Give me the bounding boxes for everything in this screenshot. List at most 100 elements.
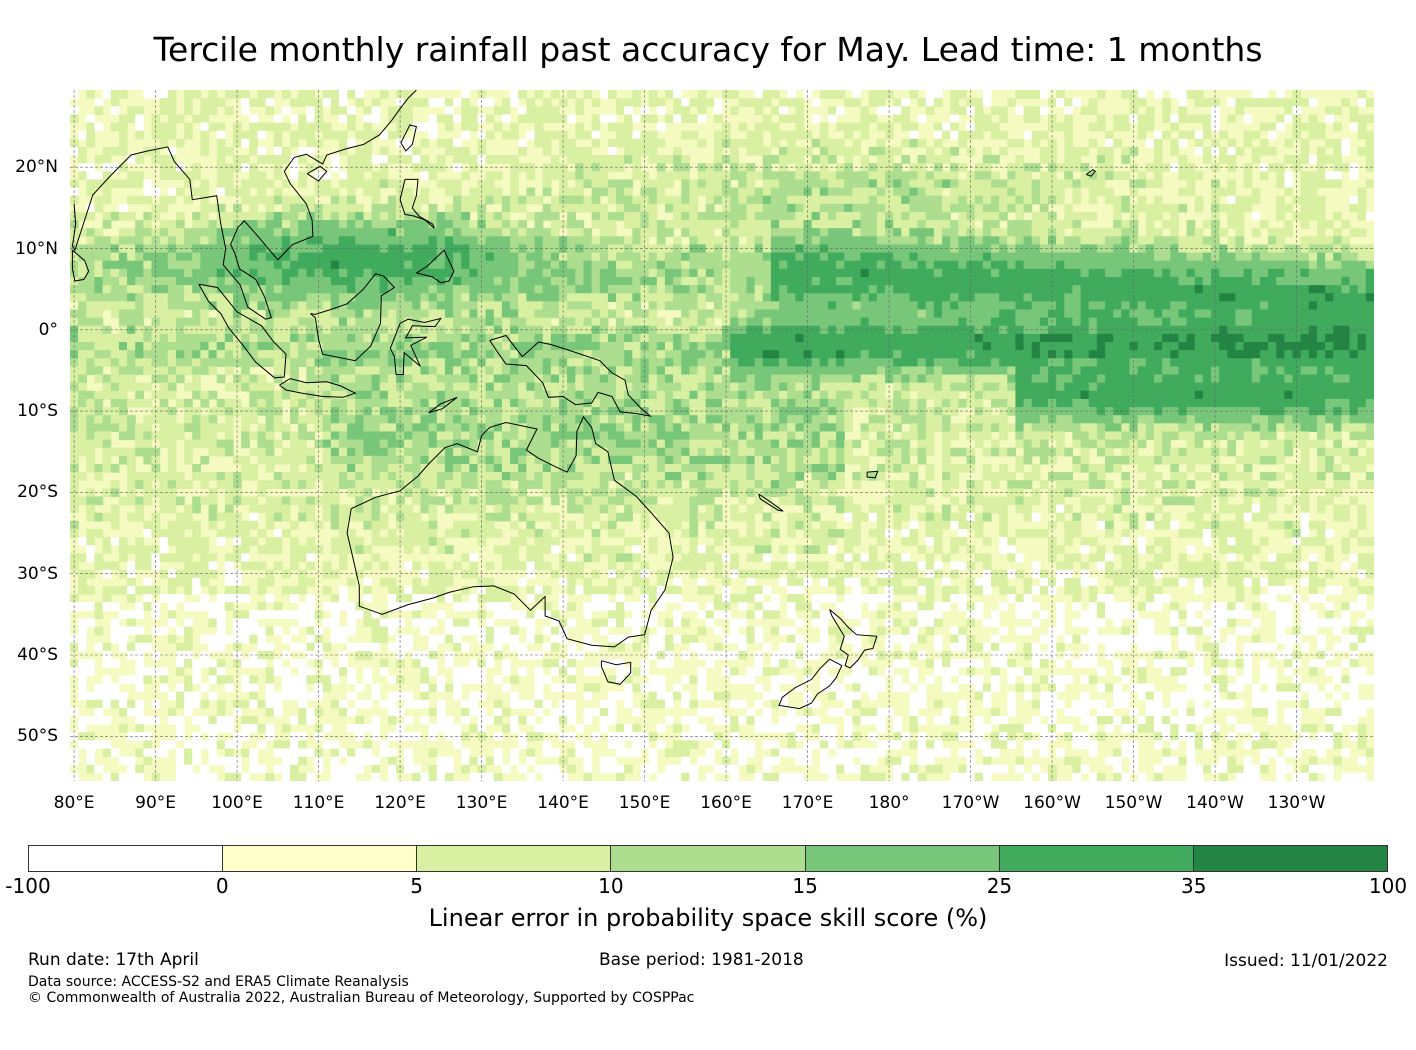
skill-cell xyxy=(893,98,902,107)
skill-cell xyxy=(1227,317,1237,327)
skill-cell xyxy=(811,293,821,302)
skill-cell xyxy=(1145,220,1155,229)
skill-cell xyxy=(493,260,503,270)
skill-cell xyxy=(779,350,788,359)
skill-cell xyxy=(990,293,1000,302)
skill-cell xyxy=(795,163,805,172)
skill-cell xyxy=(1072,276,1082,286)
skill-cell xyxy=(477,179,487,189)
skill-cell xyxy=(1072,155,1082,164)
skill-cell xyxy=(1325,293,1334,302)
skill-cell xyxy=(844,382,853,392)
skill-cell xyxy=(281,179,291,189)
skill-cell xyxy=(681,293,690,302)
skill-cell xyxy=(1145,333,1155,343)
skill-cell xyxy=(1276,390,1285,400)
skill-cell xyxy=(917,268,927,278)
skill-cell xyxy=(1007,390,1016,400)
skill-cell xyxy=(469,203,479,213)
skill-cell xyxy=(1105,325,1114,335)
skill-cell xyxy=(1129,268,1139,278)
skill-cell xyxy=(453,276,462,286)
skill-cell xyxy=(135,228,144,237)
skill-cell xyxy=(1211,366,1220,376)
skill-cell xyxy=(159,155,169,164)
skill-cell xyxy=(208,106,218,115)
skill-cell xyxy=(1194,325,1204,335)
skill-cell xyxy=(795,293,805,302)
skill-cell xyxy=(175,228,185,237)
skill-cell xyxy=(1105,228,1114,237)
skill-cell xyxy=(607,366,617,376)
skill-cell xyxy=(1121,301,1131,311)
skill-cell xyxy=(909,138,919,148)
skill-cell xyxy=(599,211,609,221)
skill-cell xyxy=(330,333,340,343)
skill-cell xyxy=(127,228,136,237)
skill-cell xyxy=(1186,317,1196,327)
skill-cell xyxy=(1162,382,1171,392)
skill-cell xyxy=(811,244,821,254)
skill-cell xyxy=(730,366,739,376)
skill-cell xyxy=(265,398,275,408)
skill-cell xyxy=(925,366,935,376)
skill-cell xyxy=(518,203,527,213)
skill-cell xyxy=(1284,342,1294,351)
skill-cell xyxy=(1341,268,1351,278)
skill-cell xyxy=(306,374,316,384)
skill-cell xyxy=(982,179,992,189)
skill-cell xyxy=(338,293,348,302)
skill-cell xyxy=(624,138,633,148)
skill-cell xyxy=(273,358,283,367)
skill-cell xyxy=(974,171,984,181)
skill-cell xyxy=(852,211,862,221)
skill-cell xyxy=(298,358,307,367)
skill-cell xyxy=(656,179,666,189)
skill-cell xyxy=(216,244,226,254)
skill-cell xyxy=(347,203,356,213)
skill-cell xyxy=(664,268,674,278)
skill-cell xyxy=(730,195,739,205)
skill-cell xyxy=(990,106,1000,115)
skill-cell xyxy=(730,138,739,148)
skill-cell xyxy=(127,317,136,327)
skill-cell xyxy=(1316,268,1326,278)
skill-cell xyxy=(1308,358,1318,367)
skill-cell xyxy=(1088,138,1098,148)
skill-cell xyxy=(787,342,796,351)
skill-cell xyxy=(184,122,193,132)
skill-cell xyxy=(1243,301,1253,311)
skill-cell xyxy=(958,366,968,376)
skill-cell xyxy=(713,171,723,181)
skill-cell xyxy=(811,301,821,311)
skill-cell xyxy=(607,293,617,302)
skill-cell xyxy=(102,195,112,205)
skill-cell xyxy=(779,114,788,124)
skill-cell xyxy=(632,333,642,343)
skill-cell xyxy=(461,106,470,115)
skill-cell xyxy=(159,106,169,115)
skill-cell xyxy=(599,325,609,335)
skill-cell xyxy=(559,309,568,319)
skill-cell xyxy=(257,285,267,294)
skill-cell xyxy=(713,114,723,124)
skill-cell xyxy=(1039,187,1049,197)
skill-cell xyxy=(281,106,291,115)
skill-cell xyxy=(583,244,593,254)
skill-cell xyxy=(184,179,193,189)
skill-cell xyxy=(885,309,894,319)
skill-cell xyxy=(648,187,658,197)
skill-cell xyxy=(1357,228,1367,237)
skill-cell xyxy=(306,350,316,359)
skill-cell xyxy=(1153,179,1163,189)
skill-cell xyxy=(428,252,438,262)
skill-cell xyxy=(371,285,381,294)
skill-cell xyxy=(1194,285,1204,294)
skill-cell xyxy=(1194,203,1204,213)
skill-cell xyxy=(933,268,943,278)
skill-cell xyxy=(933,252,943,262)
skill-cell xyxy=(689,179,699,189)
skill-cell xyxy=(738,98,748,107)
skill-cell xyxy=(371,236,381,246)
skill-cell xyxy=(379,236,389,246)
